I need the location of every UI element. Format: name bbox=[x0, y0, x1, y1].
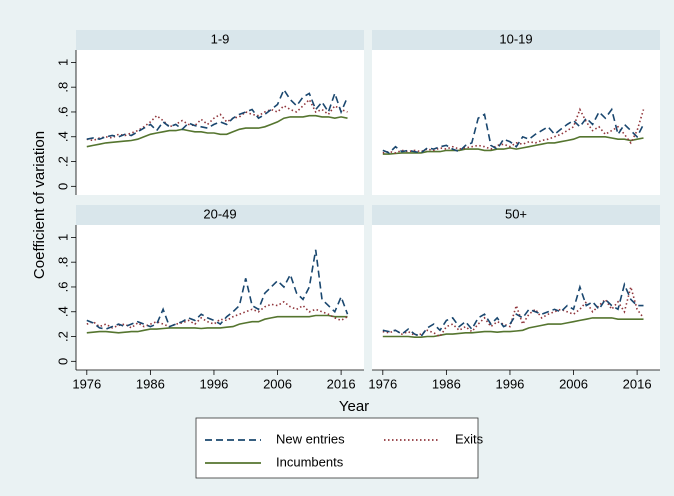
panel-header bbox=[76, 30, 364, 50]
data-line bbox=[382, 317, 644, 338]
y-axis-label: Coefficient of variation bbox=[31, 131, 48, 279]
y-tick-label: .6 bbox=[55, 282, 70, 293]
data-line bbox=[382, 283, 645, 338]
y-tick-label: .4 bbox=[55, 131, 70, 142]
plot-area bbox=[372, 225, 660, 370]
legend-box bbox=[195, 417, 479, 479]
y-tick-label: 1 bbox=[55, 234, 70, 241]
y-tick-label: .8 bbox=[55, 257, 70, 268]
x-tick-label: 2006 bbox=[559, 376, 588, 391]
plot-area bbox=[372, 50, 660, 195]
y-tick-label: 0 bbox=[55, 183, 70, 190]
data-line bbox=[382, 107, 645, 154]
legend-label: New entries bbox=[276, 431, 345, 446]
data-line bbox=[86, 300, 348, 329]
data-line bbox=[382, 282, 644, 338]
y-tick-label: .8 bbox=[55, 82, 70, 93]
data-line bbox=[86, 314, 348, 334]
panel-header bbox=[76, 205, 364, 225]
x-tick-label: 1996 bbox=[495, 376, 524, 391]
x-tick-label: 1976 bbox=[72, 376, 101, 391]
data-line bbox=[86, 249, 349, 330]
panel-header bbox=[372, 30, 660, 50]
data-line bbox=[382, 136, 644, 155]
y-tick-label: 1 bbox=[55, 59, 70, 66]
panel-title: 10-19 bbox=[499, 31, 532, 46]
plot-area bbox=[76, 225, 364, 370]
y-tick-label: 0 bbox=[55, 358, 70, 365]
y-tick-label: .2 bbox=[55, 331, 70, 342]
legend-label: Incumbents bbox=[276, 454, 344, 469]
data-line bbox=[86, 88, 349, 141]
panel-title: 50+ bbox=[505, 206, 527, 221]
plot-area bbox=[76, 50, 364, 195]
x-tick-label: 1986 bbox=[136, 376, 165, 391]
panel-header bbox=[372, 205, 660, 225]
x-tick-label: 1996 bbox=[199, 376, 228, 391]
x-tick-label: 2016 bbox=[327, 376, 356, 391]
y-tick-label: .6 bbox=[55, 107, 70, 118]
x-tick-label: 1986 bbox=[432, 376, 461, 391]
panel-title: 20-49 bbox=[203, 206, 236, 221]
x-tick-label: 2016 bbox=[623, 376, 652, 391]
legend-label: Exits bbox=[455, 431, 484, 446]
data-line bbox=[86, 98, 348, 142]
data-line bbox=[86, 114, 348, 148]
panel-title: 1-9 bbox=[211, 31, 230, 46]
x-tick-label: 1976 bbox=[368, 376, 397, 391]
y-tick-label: .4 bbox=[55, 306, 70, 317]
x-axis-label: Year bbox=[339, 398, 369, 415]
x-tick-label: 2006 bbox=[263, 376, 292, 391]
y-tick-label: .2 bbox=[55, 156, 70, 167]
